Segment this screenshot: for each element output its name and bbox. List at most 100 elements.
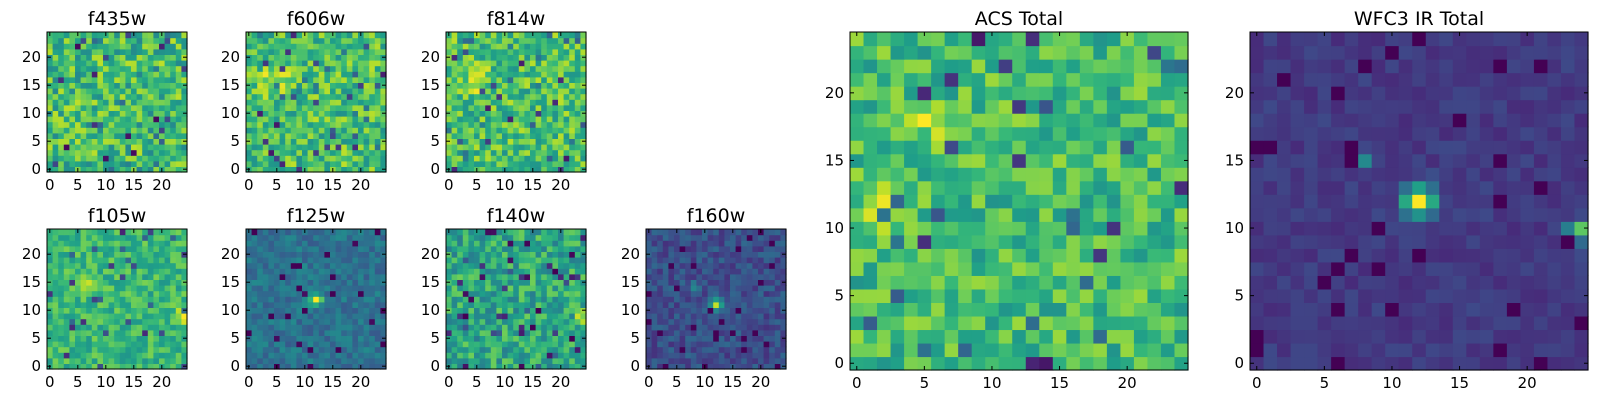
heatmap-cell xyxy=(696,307,703,314)
heatmap-cell xyxy=(324,324,331,331)
heatmap-cell xyxy=(285,352,292,359)
heatmap-cell xyxy=(52,240,59,247)
heatmap-cell xyxy=(324,352,331,359)
heatmap-cell xyxy=(335,132,342,139)
heatmap-cell xyxy=(530,149,537,156)
heatmap-cell xyxy=(662,307,669,314)
heatmap-cell xyxy=(75,144,82,151)
heatmap-cell xyxy=(780,234,787,241)
heatmap-cell xyxy=(307,99,314,106)
x-tick-label: 5 xyxy=(73,373,83,391)
heatmap-cell xyxy=(268,363,275,370)
heatmap-cell xyxy=(363,104,370,111)
heatmap-cell xyxy=(485,88,492,95)
heatmap-cell xyxy=(513,296,520,303)
heatmap-cell xyxy=(257,160,264,167)
heatmap-cell xyxy=(91,352,98,359)
heatmap-cell xyxy=(374,149,381,156)
heatmap-cell xyxy=(97,285,104,292)
heatmap-cell xyxy=(374,290,381,297)
heatmap-cell xyxy=(552,357,559,364)
heatmap-cell xyxy=(142,71,149,78)
heatmap-cell xyxy=(1147,315,1162,331)
heatmap-cell xyxy=(86,335,93,342)
heatmap-cell xyxy=(103,329,110,336)
heatmap-cell xyxy=(324,48,331,55)
heatmap-cell xyxy=(451,82,458,89)
heatmap-cell xyxy=(97,160,104,167)
heatmap-cell xyxy=(758,318,765,325)
heatmap-cell xyxy=(958,167,973,182)
heatmap-cell xyxy=(114,32,121,39)
heatmap-cell xyxy=(159,279,166,286)
heatmap-cell xyxy=(257,127,264,134)
heatmap-cell xyxy=(52,363,59,370)
heatmap-cell xyxy=(47,88,54,95)
heatmap-cell xyxy=(468,313,475,320)
heatmap-cell xyxy=(674,285,681,292)
heatmap-cell xyxy=(1079,207,1094,222)
heatmap-cell xyxy=(358,234,365,241)
heatmap-cell xyxy=(363,290,370,297)
heatmap-cell xyxy=(530,268,537,275)
heatmap-cell xyxy=(108,329,115,336)
heatmap-cell xyxy=(446,60,453,67)
heatmap-cell xyxy=(58,76,65,83)
heatmap-cell xyxy=(485,160,492,167)
heatmap-cell xyxy=(518,88,525,95)
heatmap-cell xyxy=(468,99,475,106)
heatmap-cell xyxy=(330,313,337,320)
heatmap-cell xyxy=(58,240,65,247)
heatmap-cell xyxy=(318,357,325,364)
heatmap-cell xyxy=(931,288,946,303)
heatmap-cell xyxy=(175,138,182,145)
heatmap-cell xyxy=(724,329,731,336)
heatmap-cell xyxy=(574,307,581,314)
heatmap-cell xyxy=(718,268,725,275)
heatmap-cell xyxy=(574,32,581,39)
heatmap-cell xyxy=(850,153,865,168)
heatmap-cell xyxy=(103,341,110,348)
heatmap-cell xyxy=(730,324,737,331)
heatmap-cell xyxy=(741,335,748,342)
heatmap-cell xyxy=(80,82,87,89)
heatmap-cell xyxy=(877,356,892,371)
heatmap-cell xyxy=(108,132,115,139)
heatmap-cell xyxy=(251,37,258,44)
heatmap-cell xyxy=(274,82,281,89)
heatmap-cell xyxy=(262,104,269,111)
heatmap-cell xyxy=(1120,207,1135,222)
heatmap-cell xyxy=(769,262,776,269)
heatmap-cell xyxy=(462,307,469,314)
heatmap-cell xyxy=(324,127,331,134)
heatmap-cell xyxy=(246,76,253,83)
heatmap-cell xyxy=(890,288,905,303)
heatmap-cell xyxy=(763,262,770,269)
heatmap-cell xyxy=(86,245,93,252)
heatmap-cell xyxy=(324,268,331,275)
heatmap-cell xyxy=(1120,180,1135,195)
heatmap-cell xyxy=(479,313,486,320)
heatmap-cell xyxy=(741,313,748,320)
heatmap-cell xyxy=(136,65,143,72)
heatmap-cell xyxy=(136,132,143,139)
heatmap-cell xyxy=(552,296,559,303)
heatmap-cell xyxy=(97,127,104,134)
heatmap-cell xyxy=(136,82,143,89)
heatmap-cell xyxy=(563,229,570,236)
heatmap-cell xyxy=(657,257,664,264)
heatmap-cell xyxy=(335,352,342,359)
heatmap-cell xyxy=(685,245,692,252)
heatmap-cell xyxy=(285,234,292,241)
heatmap-cell xyxy=(518,37,525,44)
heatmap-cell xyxy=(307,88,314,95)
heatmap-cell xyxy=(159,341,166,348)
heatmap-cell xyxy=(462,121,469,128)
heatmap-cell xyxy=(307,363,314,370)
heatmap-cell xyxy=(462,279,469,286)
heatmap-cell xyxy=(119,290,126,297)
heatmap-cell xyxy=(502,285,509,292)
heatmap-cell xyxy=(318,245,325,252)
heatmap-cell xyxy=(147,301,154,308)
heatmap-cell xyxy=(574,76,581,83)
